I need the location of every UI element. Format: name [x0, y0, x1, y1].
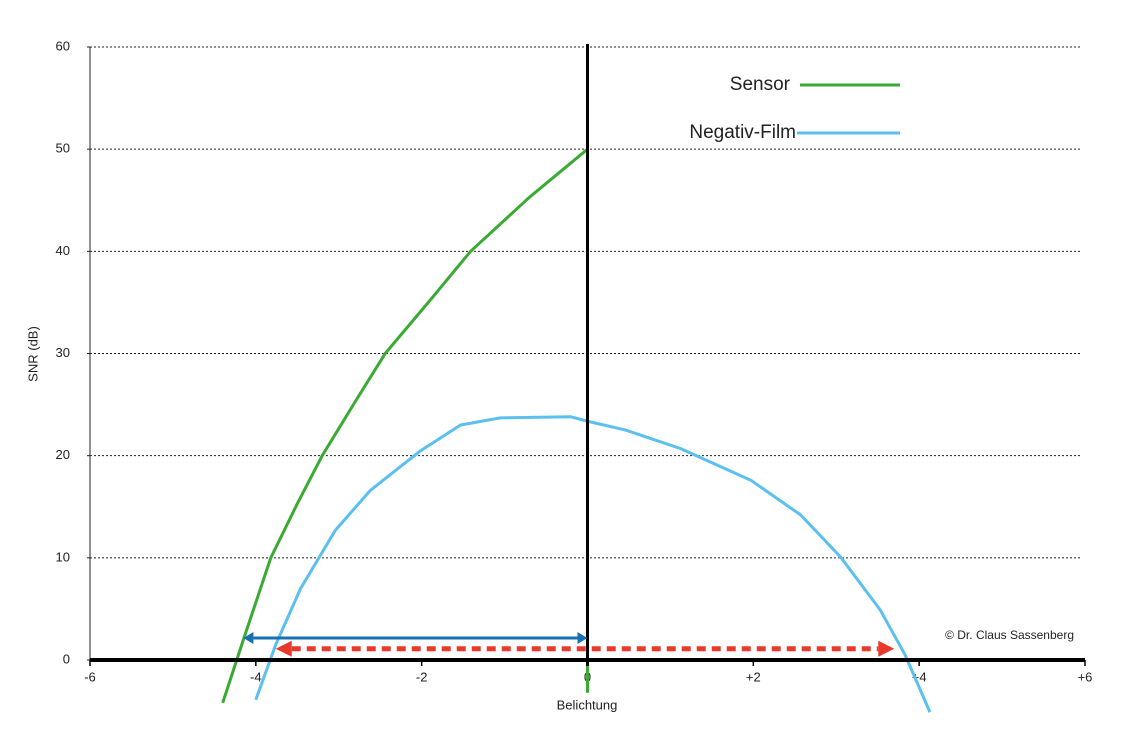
x-tick-label: -2 — [416, 669, 428, 684]
y-tick-label: 60 — [56, 38, 70, 53]
arrow-head — [577, 632, 588, 645]
arrow-head — [243, 632, 254, 645]
arrow-head — [275, 640, 292, 657]
x-axis-label: Belichtung — [557, 697, 618, 712]
y-axis-label: SNR (dB) — [25, 326, 40, 382]
x-tick-label: +6 — [1078, 669, 1093, 684]
y-tick-label: 20 — [56, 447, 70, 462]
x-tick-label: -4 — [250, 669, 262, 684]
legend-label: Negativ-Film — [689, 122, 796, 143]
copyright: © Dr. Claus Sassenberg — [945, 628, 1074, 642]
arrow-head — [878, 640, 895, 657]
series-line — [254, 415, 932, 713]
legend-label: Sensor — [730, 74, 791, 95]
y-tick-label: 40 — [56, 243, 70, 258]
y-tick-label: 0 — [63, 651, 70, 666]
y-tick-label: 50 — [56, 141, 70, 156]
series-line — [221, 147, 589, 704]
y-tick-label: 10 — [56, 549, 70, 564]
x-tick-label: +2 — [746, 669, 761, 684]
y-tick-label: 30 — [56, 345, 70, 360]
x-tick-label: -6 — [84, 669, 96, 684]
